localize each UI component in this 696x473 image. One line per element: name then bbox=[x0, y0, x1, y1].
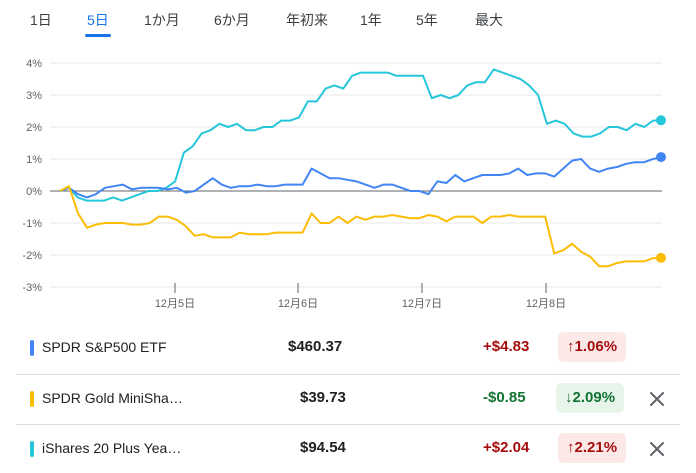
percent-change-value: 2.09% bbox=[572, 389, 616, 406]
arrow-down-icon: ↓ bbox=[565, 389, 573, 406]
percent-change-badge: ↓2.09% bbox=[556, 383, 625, 413]
x-tick-label: 12月6日 bbox=[278, 298, 318, 310]
list-item[interactable]: SPDR Gold MiniSha… $39.73 -$0.85 ↓2.09% bbox=[16, 374, 680, 423]
y-tick-label: 0% bbox=[26, 186, 42, 198]
comparison-chart[interactable]: 4% 3% 2% 1% 0% -1% -2% -3% 12月5日 12月6日 12月7日 12月8日 bbox=[0, 44, 696, 314]
tab-1y[interactable]: 1年 bbox=[360, 12, 382, 28]
close-icon[interactable] bbox=[643, 435, 671, 463]
y-tick-label: -1% bbox=[22, 218, 42, 230]
list-item[interactable]: SPDR S&P500 ETF $460.37 +$4.83 ↑1.06% bbox=[16, 324, 680, 372]
series-color-marker bbox=[30, 391, 34, 407]
series-line bbox=[59, 156, 663, 199]
y-tick-label: 2% bbox=[26, 122, 42, 134]
percent-change-badge: ↑1.06% bbox=[558, 332, 627, 362]
y-tick-label: -3% bbox=[22, 282, 42, 294]
list-item[interactable]: iShares 20 Plus Yea… $94.54 +$2.04 ↑2.21… bbox=[16, 424, 680, 473]
price-change: +$4.83 bbox=[483, 338, 530, 355]
price-change: +$2.04 bbox=[483, 439, 530, 456]
arrow-up-icon: ↑ bbox=[567, 439, 575, 456]
security-name: iShares 20 Plus Yea… bbox=[42, 440, 182, 456]
x-tick-label: 12月7日 bbox=[402, 298, 442, 310]
tab-max[interactable]: 最大 bbox=[475, 12, 503, 28]
security-name: SPDR S&P500 ETF bbox=[42, 339, 167, 355]
series-color-marker bbox=[30, 441, 34, 457]
series-end-marker bbox=[656, 152, 666, 163]
y-tick-label: 3% bbox=[26, 90, 42, 102]
tab-ytd[interactable]: 年初来 bbox=[286, 12, 328, 28]
series-line bbox=[59, 185, 663, 268]
tab-1m[interactable]: 1か月 bbox=[144, 12, 180, 28]
close-icon[interactable] bbox=[643, 385, 671, 413]
security-price: $460.37 bbox=[288, 338, 343, 355]
arrow-up-icon: ↑ bbox=[567, 338, 575, 355]
security-name: SPDR Gold MiniSha… bbox=[42, 390, 183, 406]
y-tick-label: -2% bbox=[22, 250, 42, 262]
tab-6m[interactable]: 6か月 bbox=[214, 12, 250, 28]
security-price: $94.54 bbox=[300, 439, 346, 456]
tab-1d[interactable]: 1日 bbox=[30, 12, 52, 28]
security-price: $39.73 bbox=[300, 389, 346, 406]
tab-5d[interactable]: 5日 bbox=[85, 10, 111, 37]
x-tick-label: 12月8日 bbox=[526, 298, 566, 310]
y-tick-label: 1% bbox=[26, 154, 42, 166]
series-end-marker bbox=[656, 115, 666, 126]
series-color-marker bbox=[30, 340, 34, 356]
range-tabs: 1日 5日 1か月 6か月 年初来 1年 5年 最大 bbox=[0, 0, 696, 44]
price-change: -$0.85 bbox=[483, 389, 526, 406]
percent-change-badge: ↑2.21% bbox=[558, 433, 627, 463]
series-line bbox=[59, 68, 663, 202]
percent-change-value: 1.06% bbox=[574, 338, 618, 355]
x-tick-label: 12月5日 bbox=[155, 298, 195, 310]
tab-5y[interactable]: 5年 bbox=[416, 12, 438, 28]
y-tick-label: 4% bbox=[26, 58, 42, 70]
percent-change-value: 2.21% bbox=[574, 439, 618, 456]
series-end-marker bbox=[656, 252, 666, 263]
